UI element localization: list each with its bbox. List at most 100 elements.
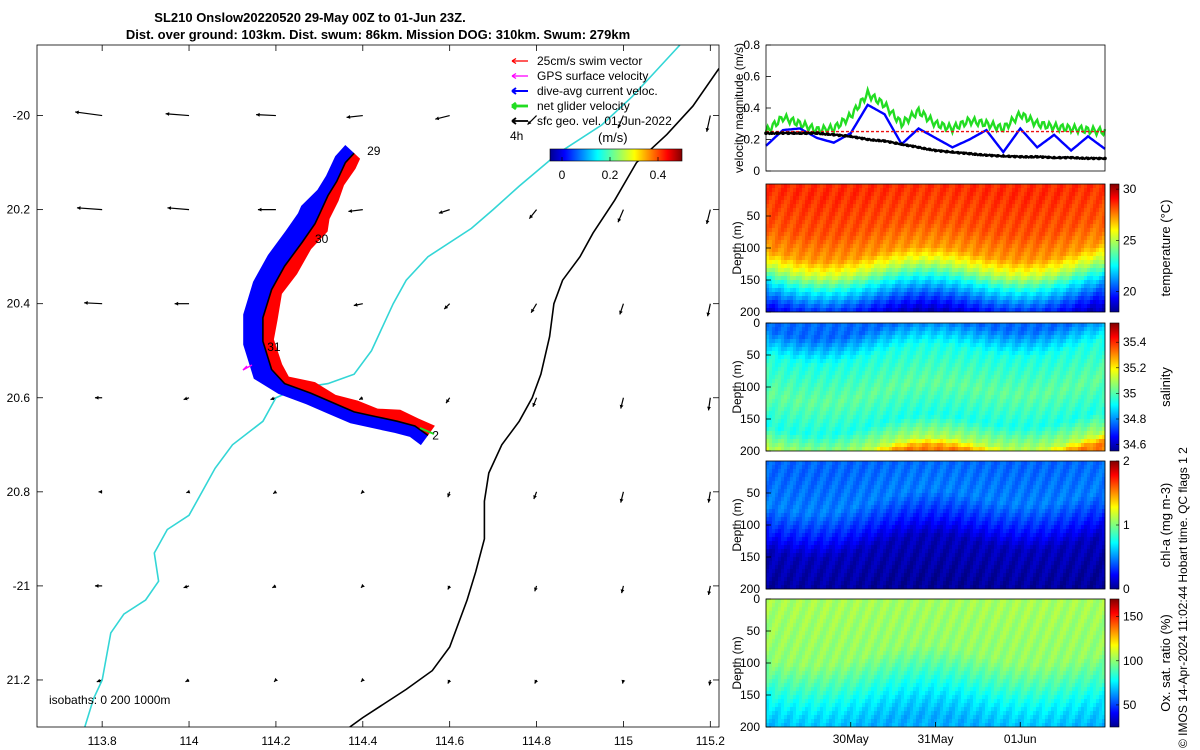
vector-arrow — [707, 397, 711, 411]
vector-arrow — [445, 397, 451, 404]
legend-label-swim: 25cm/s swim vector — [537, 54, 642, 68]
legend-item-geo: sfc geo. vel. 01-Jun-2022 — [511, 114, 672, 128]
map-x-tick-label: 113.8 — [88, 734, 117, 748]
velocity-point — [1097, 156, 1102, 161]
chart-title-line2: Dist. over ground: 103km. Dist. swum: 86… — [126, 27, 630, 42]
glider-track-line — [262, 152, 429, 437]
vector-arrow — [75, 110, 103, 117]
velocity-y-tick-label: 0.4 — [743, 101, 760, 115]
section-y-tick-label: 200 — [740, 582, 760, 596]
section-colorbar-tick-label: 50 — [1123, 698, 1137, 712]
velocity-point — [933, 148, 938, 153]
section-y-tick-label: 50 — [747, 348, 761, 362]
velocity-point — [978, 152, 983, 157]
section-colorbar-label: chl-a (mg m-3) — [1158, 483, 1173, 568]
section-y-tick-label: 100 — [740, 656, 760, 670]
section-colorbar-tick-label: 35 — [1123, 386, 1137, 400]
vector-field — [75, 110, 712, 686]
vector-arrow — [360, 489, 365, 495]
legend-colorbar-tick-label: 0 — [559, 168, 566, 182]
vector-arrow — [360, 677, 365, 683]
velocity-point — [848, 134, 853, 139]
vector-arrow — [272, 584, 277, 589]
vector-arrow — [183, 584, 190, 589]
legend-label-gps: GPS surface velocity — [537, 69, 648, 83]
vector-arrow — [358, 396, 364, 401]
velocity-point — [1012, 154, 1017, 159]
velocity-point — [928, 147, 932, 152]
vector-arrow — [619, 303, 625, 315]
section-y-tick-label: 100 — [740, 518, 760, 532]
map-y-tick-label: -20 — [13, 109, 31, 123]
legend-colorbar-tick-label: 0.2 — [602, 168, 619, 182]
velocity-point — [911, 144, 915, 149]
vector-arrow — [257, 207, 276, 212]
section-ylabel: Depth (m) — [730, 498, 744, 551]
section-y-tick-label: 150 — [740, 412, 760, 426]
legend-colorbar-tick-label: 0.4 — [650, 168, 667, 182]
vector-arrow — [534, 679, 539, 684]
velocity-point — [803, 131, 808, 135]
velocity-point — [826, 132, 830, 137]
velocity-y-tick-label: 0.8 — [743, 38, 760, 52]
velocity-point — [888, 140, 893, 144]
section-colorbar-tick-label: 35.4 — [1123, 335, 1147, 349]
section-ylabel: Depth (m) — [730, 360, 744, 413]
vector-arrow — [707, 491, 711, 503]
velocity-point — [995, 153, 1000, 158]
velocity-point — [775, 131, 780, 135]
map-y-tick-label: 20.2 — [7, 203, 31, 217]
vector-arrow — [443, 303, 451, 310]
map-legend: 25cm/s swim vector GPS surface velocity … — [510, 54, 683, 182]
legend-label-dive: dive-avg current veloc. — [537, 84, 658, 98]
map-y-tick-label: 20.4 — [7, 297, 31, 311]
velocity-point — [832, 132, 836, 137]
vector-arrow — [617, 209, 624, 223]
vector-arrow — [185, 678, 190, 683]
section-colorbar-tick-label: 20 — [1123, 285, 1137, 299]
velocity-point — [1074, 156, 1079, 160]
section-colorbar — [1109, 322, 1120, 452]
velocity-point — [1035, 155, 1039, 159]
section-colorbar-tick-label: 30 — [1123, 182, 1137, 196]
map-y-tick-label: 20.6 — [7, 391, 31, 405]
section-colorbar-tick-label: 2 — [1123, 454, 1130, 468]
velocity-point — [865, 137, 870, 142]
vector-arrow — [528, 209, 538, 219]
vector-arrow — [348, 209, 363, 213]
credit-text: © IMOS 14-Apr-2024 11:02:44 Hobart time.… — [1176, 447, 1190, 748]
legend-item-dive: dive-avg current veloc. — [511, 84, 658, 98]
section-y-tick-label: 0 — [753, 316, 760, 330]
vector-arrow — [705, 209, 711, 225]
section-y-tick-label: 50 — [747, 209, 761, 223]
velocity-point — [1080, 156, 1085, 160]
section-colorbar-tick-label: 1 — [1123, 518, 1130, 532]
vector-arrow — [620, 585, 625, 594]
section-y-tick-label: 200 — [740, 720, 760, 734]
velocity-ylabel: velocity magnitude (m/s) — [732, 43, 746, 173]
section-colorbar-label: Ox. sat. ratio (%) — [1158, 614, 1173, 712]
section-ylabel: Depth (m) — [730, 636, 744, 689]
isobath-1000m-line — [349, 68, 719, 727]
heatmap-cells — [766, 184, 1106, 312]
velocity-point — [781, 131, 785, 135]
velocity-series-line — [765, 103, 1106, 155]
velocity-point — [905, 143, 910, 148]
velocity-point — [1052, 155, 1056, 160]
velocity-point — [899, 142, 904, 147]
velocity-point — [990, 153, 994, 158]
vector-arrow — [94, 395, 103, 400]
map-x-tick-label: 114 — [179, 734, 198, 748]
velocity-point — [837, 133, 842, 138]
section-y-tick-label: 150 — [740, 273, 760, 287]
velocity-point — [871, 138, 876, 142]
legend-item-swim: 25cm/s swim vector — [511, 54, 642, 68]
day-label: 30 — [315, 232, 329, 246]
section-colorbar-tick-label: 34.6 — [1123, 438, 1147, 452]
legend-item-gps: GPS surface velocity — [511, 69, 648, 83]
section-y-tick-label: 200 — [740, 444, 760, 458]
legend-colorbar-ticks: 0 0.2 0.4 — [559, 157, 667, 182]
velocity-point — [786, 131, 791, 135]
